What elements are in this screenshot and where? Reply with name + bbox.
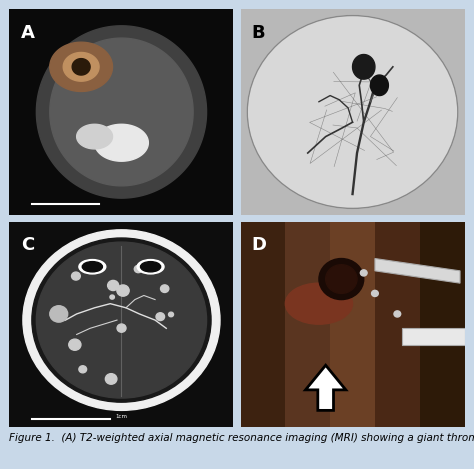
Text: D: D — [252, 236, 267, 254]
Circle shape — [394, 311, 401, 317]
Text: B: B — [252, 24, 265, 42]
Circle shape — [36, 242, 207, 398]
Bar — [402, 328, 465, 345]
Circle shape — [372, 290, 378, 296]
Text: 1cm: 1cm — [116, 414, 128, 419]
Circle shape — [161, 285, 169, 293]
Circle shape — [247, 15, 458, 208]
Circle shape — [50, 306, 68, 322]
Polygon shape — [77, 124, 112, 149]
Circle shape — [23, 230, 220, 410]
Bar — [240, 222, 290, 427]
Bar — [285, 222, 335, 427]
Circle shape — [79, 366, 87, 373]
Circle shape — [105, 374, 117, 384]
Polygon shape — [375, 258, 460, 283]
Bar — [375, 222, 424, 427]
Circle shape — [319, 258, 364, 300]
Polygon shape — [353, 54, 375, 79]
Circle shape — [72, 272, 80, 280]
Circle shape — [69, 339, 81, 350]
Circle shape — [117, 324, 126, 332]
Circle shape — [360, 270, 367, 276]
FancyArrow shape — [306, 365, 346, 410]
Bar — [330, 222, 379, 427]
Polygon shape — [63, 53, 99, 81]
Polygon shape — [95, 124, 148, 161]
Circle shape — [134, 265, 142, 272]
Text: C: C — [21, 236, 34, 254]
Ellipse shape — [82, 262, 102, 272]
Circle shape — [108, 280, 118, 290]
Text: Figure 1.  (A) T2-weighted axial magnetic resonance imaging (MRI) showing a gian: Figure 1. (A) T2-weighted axial magnetic… — [9, 433, 474, 443]
Text: A: A — [21, 24, 35, 42]
Circle shape — [117, 285, 129, 296]
Circle shape — [32, 238, 211, 402]
Circle shape — [169, 312, 173, 317]
Polygon shape — [371, 75, 388, 96]
Ellipse shape — [137, 259, 164, 274]
Bar — [419, 222, 469, 427]
Circle shape — [110, 295, 114, 299]
Polygon shape — [50, 42, 112, 91]
Circle shape — [156, 313, 164, 321]
Circle shape — [326, 265, 357, 294]
Ellipse shape — [285, 283, 353, 324]
Polygon shape — [72, 59, 90, 75]
Polygon shape — [50, 38, 193, 186]
Ellipse shape — [79, 259, 106, 274]
Polygon shape — [36, 26, 207, 198]
Ellipse shape — [140, 262, 161, 272]
